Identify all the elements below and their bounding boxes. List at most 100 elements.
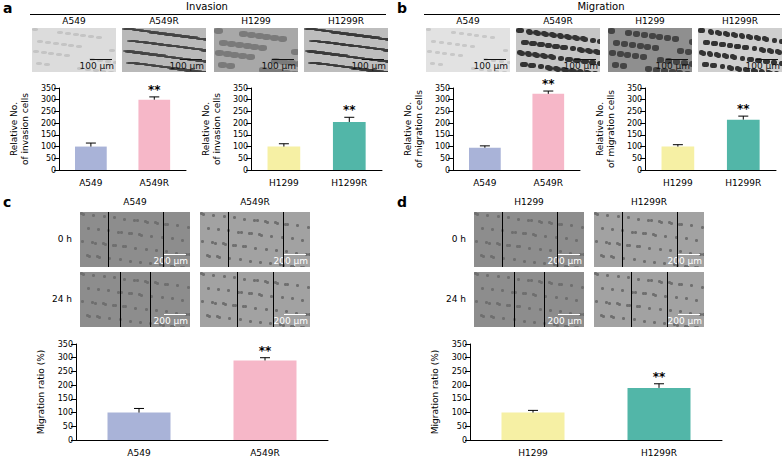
html-text:100 μm: 100 μm (563, 61, 598, 71)
svg-text:200: 200 (41, 119, 56, 128)
svg-text:H1299: H1299 (269, 178, 299, 188)
svg-text:250: 250 (452, 367, 467, 376)
svg-text:100: 100 (435, 142, 450, 151)
svg-text:50: 50 (63, 422, 73, 431)
svg-text:300: 300 (41, 95, 56, 104)
svg-text:50: 50 (632, 154, 642, 163)
svg-text:H1299R: H1299R (331, 178, 367, 188)
svg-text:150: 150 (233, 130, 248, 139)
html-text:a: a (3, 0, 13, 16)
svg-text:A549R: A549R (139, 178, 169, 188)
html-text:0 h: 0 h (57, 234, 72, 244)
svg-text:250: 250 (58, 367, 73, 376)
html-text:A549R: A549R (149, 16, 179, 26)
svg-text:300: 300 (452, 353, 467, 362)
svg-text:250: 250 (435, 107, 450, 116)
svg-text:A549: A549 (473, 178, 497, 188)
html-text:H1299R: H1299R (328, 16, 364, 26)
html-text:Migration: Migration (577, 1, 625, 12)
svg-text:**: ** (343, 103, 356, 117)
svg-text:50: 50 (238, 154, 248, 163)
svg-text:200: 200 (58, 381, 73, 390)
svg-text:0: 0 (637, 166, 642, 175)
html-text:A549: A549 (123, 197, 147, 207)
svg-text:0: 0 (51, 166, 56, 175)
svg-text:of migration cells: of migration cells (606, 90, 616, 168)
svg-text:100: 100 (627, 142, 642, 151)
svg-text:200: 200 (233, 119, 248, 128)
svg-text:0: 0 (243, 166, 248, 175)
svg-text:300: 300 (233, 95, 248, 104)
svg-text:300: 300 (435, 95, 450, 104)
svg-text:100: 100 (452, 408, 467, 417)
svg-text:150: 150 (452, 394, 467, 403)
html-text:100 μm: 100 μm (79, 61, 114, 71)
svg-text:H1299R: H1299R (725, 178, 761, 188)
svg-text:0: 0 (445, 166, 450, 175)
svg-text:300: 300 (58, 353, 73, 362)
html-text:100 μm: 100 μm (473, 61, 508, 71)
svg-text:350: 350 (58, 340, 73, 349)
svg-text:200: 200 (452, 381, 467, 390)
html-text:H1299: H1299 (241, 16, 271, 26)
svg-text:100: 100 (41, 142, 56, 151)
svg-text:A549R: A549R (533, 178, 563, 188)
html-text:100 μm: 100 μm (745, 61, 780, 71)
svg-text:of invasion cells: of invasion cells (212, 93, 222, 165)
svg-text:H1299R: H1299R (641, 448, 677, 458)
svg-text:Migration ratio (%): Migration ratio (%) (430, 350, 440, 434)
svg-text:0: 0 (462, 436, 467, 445)
svg-text:250: 250 (41, 107, 56, 116)
svg-text:H1299: H1299 (518, 448, 548, 458)
svg-text:of invasion cells: of invasion cells (20, 93, 30, 165)
html-text:100 μm: 100 μm (261, 61, 296, 71)
svg-text:300: 300 (627, 95, 642, 104)
svg-text:of migration cells: of migration cells (414, 90, 424, 168)
svg-text:Relative No.: Relative No. (595, 102, 605, 156)
html-text:100 μm: 100 μm (169, 61, 204, 71)
svg-text:350: 350 (452, 340, 467, 349)
svg-text:**: ** (542, 77, 555, 91)
html-text:Invasion: Invasion (186, 1, 228, 12)
svg-text:50: 50 (440, 154, 450, 163)
svg-text:A549R: A549R (250, 448, 280, 458)
svg-text:0: 0 (68, 436, 73, 445)
svg-text:350: 350 (41, 84, 56, 93)
html-text:A549R: A549R (543, 16, 573, 26)
svg-text:150: 150 (58, 394, 73, 403)
svg-text:A549: A549 (79, 178, 103, 188)
svg-text:**: ** (148, 83, 161, 97)
svg-text:100: 100 (58, 408, 73, 417)
svg-text:350: 350 (233, 84, 248, 93)
svg-text:**: ** (737, 102, 750, 116)
svg-text:**: ** (259, 344, 272, 358)
svg-text:150: 150 (627, 130, 642, 139)
svg-text:Relative No.: Relative No. (403, 102, 413, 156)
svg-text:Relative No.: Relative No. (201, 102, 211, 156)
svg-text:50: 50 (46, 154, 56, 163)
html-text:200 μm: 200 μm (153, 256, 188, 266)
svg-text:A549: A549 (127, 448, 151, 458)
html-text:100 μm: 100 μm (655, 61, 690, 71)
html-text:A549: A549 (62, 16, 86, 26)
html-text:H1299R: H1299R (722, 16, 758, 26)
svg-text:50: 50 (457, 422, 467, 431)
svg-text:350: 350 (435, 84, 450, 93)
svg-text:100: 100 (233, 142, 248, 151)
svg-text:150: 150 (435, 130, 450, 139)
svg-text:**: ** (653, 370, 666, 384)
svg-text:200: 200 (435, 119, 450, 128)
html-text:A549: A549 (456, 16, 480, 26)
svg-text:250: 250 (627, 107, 642, 116)
svg-text:Relative No.: Relative No. (9, 102, 19, 156)
svg-text:H1299: H1299 (663, 178, 693, 188)
svg-text:Migration ratio (%): Migration ratio (%) (36, 350, 46, 434)
svg-text:350: 350 (627, 84, 642, 93)
html-text:A549R: A549R (240, 197, 270, 207)
html-text:H1299: H1299 (635, 16, 665, 26)
svg-text:150: 150 (41, 130, 56, 139)
svg-text:200: 200 (627, 119, 642, 128)
html-text:b: b (397, 0, 407, 16)
html-text:100 μm: 100 μm (351, 61, 386, 71)
svg-text:250: 250 (233, 107, 248, 116)
